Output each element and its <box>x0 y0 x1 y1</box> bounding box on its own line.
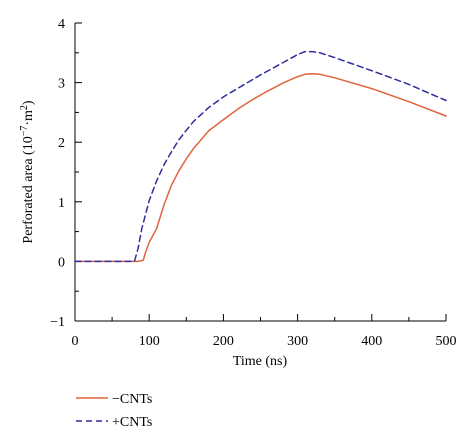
legend-label-plus-cnts: +CNTs <box>112 415 152 430</box>
legend: −CNTs +CNTs <box>76 392 152 430</box>
y-tick-label: 3 <box>58 77 65 92</box>
y-axis-title-exp2: 2 <box>19 105 30 110</box>
x-tick-label: 0 <box>72 334 79 349</box>
y-axis-title-exp1: −7 <box>19 126 30 137</box>
axes <box>74 23 446 322</box>
legend-label-minus-cnts: −CNTs <box>112 392 152 407</box>
x-tick-label: 100 <box>139 334 160 349</box>
series-line-plus-cnts <box>74 50 447 263</box>
series-layer <box>74 50 447 263</box>
y-tick-label: 1 <box>58 196 65 211</box>
y-axis-title-mid: ·m <box>21 110 36 126</box>
x-tick-label: 200 <box>213 334 234 349</box>
y-axis-title-end: ) <box>21 100 36 105</box>
x-tick-label: 300 <box>287 334 308 349</box>
x-axis-title: Time (ns) <box>233 354 288 369</box>
y-tick-label: 4 <box>58 17 65 32</box>
series-line-minus-cnts <box>74 72 447 263</box>
y-tick-label: 0 <box>58 255 65 270</box>
y-tick-label: −1 <box>50 315 65 330</box>
x-tick-label: 500 <box>436 334 457 349</box>
y-axis-title-main: Perforated area (10 <box>21 136 36 243</box>
y-axis-title: Perforated area (10−7·m2) <box>19 100 37 243</box>
y-ticks: −1 0 1 2 3 4 <box>50 17 82 330</box>
x-ticks: 0 100 200 300 400 500 <box>72 314 457 349</box>
x-tick-label: 400 <box>361 334 382 349</box>
y-tick-label: 2 <box>58 136 65 151</box>
